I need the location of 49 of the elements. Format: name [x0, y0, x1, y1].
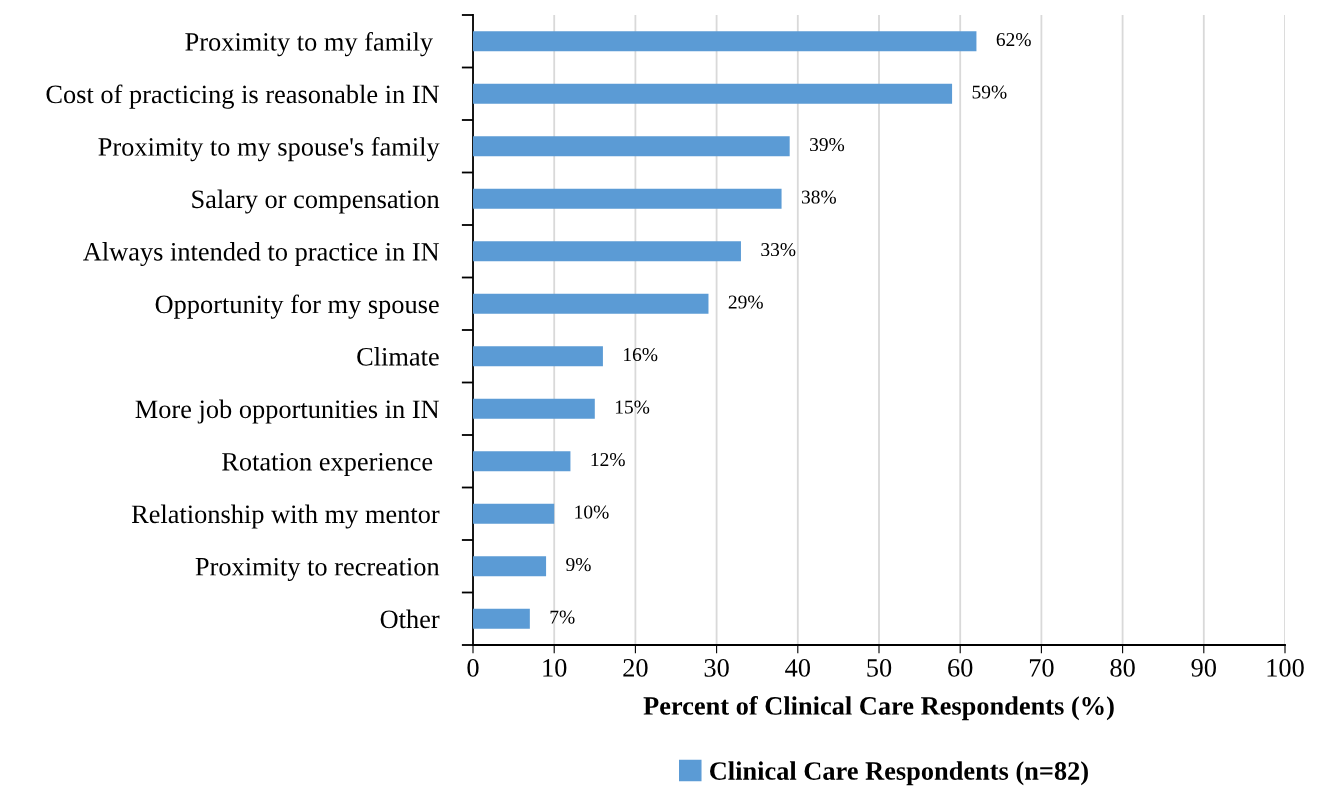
data-label: 10%: [575, 505, 609, 519]
x-tick-label: 30: [704, 658, 729, 677]
data-label: 62%: [996, 33, 1031, 47]
x-tick-label: 10: [543, 658, 567, 677]
bar: [473, 241, 741, 262]
y-tick-label: Relationship with my mentor: [131, 504, 440, 529]
x-tick-label: 20: [623, 658, 648, 677]
y-tick-label: Proximity to my spouse's family: [98, 136, 440, 162]
x-tick-label: 90: [1191, 658, 1216, 677]
x-tick-label: 80: [1110, 658, 1135, 677]
x-tick-label: 0: [467, 658, 479, 677]
bar: [473, 188, 782, 209]
y-tick-label: Proximity to my family: [185, 31, 433, 57]
data-label: 33%: [761, 243, 796, 257]
bar: [473, 31, 977, 52]
data-label: 29%: [728, 295, 763, 309]
bar: [473, 136, 790, 157]
bar: [473, 451, 571, 472]
y-tick-label: Always intended to practice in IN: [83, 242, 440, 267]
y-tick-label: Salary or compensation: [192, 189, 440, 214]
y-tick-label: More job opportunities in IN: [135, 399, 440, 424]
bar: [473, 556, 547, 577]
y-tick-label: Opportunity for my spouse: [155, 294, 439, 319]
bar: [473, 503, 555, 524]
x-tick-label: 70: [1029, 658, 1054, 677]
x-tick-label: 40: [785, 658, 810, 677]
y-tick-label: Rotation experience: [222, 452, 433, 477]
x-tick-label: 100: [1267, 658, 1304, 677]
bar: [473, 608, 530, 629]
data-label: 12%: [591, 453, 625, 467]
bar: [473, 398, 595, 419]
data-label: 16%: [624, 348, 658, 362]
y-tick-label: Proximity to recreation: [195, 557, 440, 582]
data-label: 59%: [972, 85, 1007, 99]
y-tick-label: Other: [380, 609, 440, 629]
x-tick-label: 50: [867, 658, 892, 677]
legend-label: Clinical Care Respondents (n=82): [710, 761, 1088, 786]
x-tick-label: 60: [948, 658, 973, 677]
x-axis-title: Percent of Clinical Care Respondents (%): [643, 696, 1114, 721]
y-tick-label: Climate: [357, 347, 439, 366]
data-label: 38%: [801, 190, 836, 204]
data-label: 9%: [566, 558, 591, 572]
y-tick-label: Cost of practicing is reasonable in IN: [46, 84, 440, 109]
data-label: 15%: [615, 400, 650, 414]
bar: [473, 83, 953, 104]
data-label: 7%: [550, 610, 575, 624]
data-label: 39%: [810, 138, 845, 152]
bar: [473, 346, 603, 367]
bar: [473, 293, 709, 314]
